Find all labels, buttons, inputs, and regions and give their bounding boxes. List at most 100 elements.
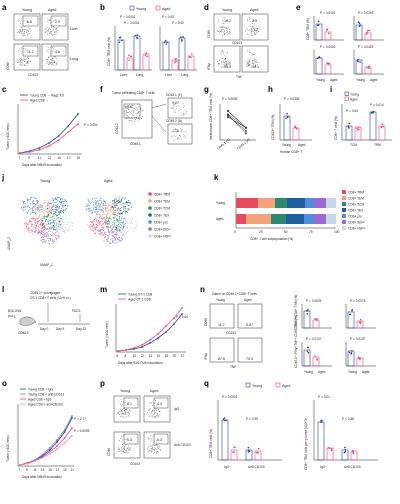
flow-dot (156, 451, 157, 453)
flow-dot (123, 434, 125, 436)
umap-dot (55, 235, 57, 237)
umap-dot (111, 230, 112, 231)
umap-dot (114, 201, 116, 203)
flow-dot (137, 107, 139, 109)
n-col-young: Young (216, 298, 225, 302)
umap-dot (47, 233, 49, 235)
umap-dot (116, 215, 118, 216)
flow-dot (48, 47, 50, 48)
umap-dot (129, 219, 131, 221)
m-line-aged-point (125, 349, 127, 351)
flow-dot (157, 445, 159, 447)
flow-dot (126, 409, 127, 410)
m-line-young-point (149, 342, 151, 344)
umap-dot (117, 221, 119, 223)
q-cat: Anti-CD103 (248, 465, 265, 469)
umap-dot (37, 208, 39, 210)
umap-dot (65, 204, 67, 206)
j-legend-label: CD8+ TRM (154, 193, 170, 197)
n-cat: Young (304, 370, 313, 374)
flow-dot (121, 448, 123, 449)
flow-dot (55, 56, 57, 58)
flow-dot (124, 452, 126, 453)
b-legend-aged: Aged (162, 7, 170, 11)
umap-dot (134, 228, 136, 230)
flow-dot (221, 51, 223, 52)
umap-dot (37, 209, 38, 211)
flow-dot (179, 135, 180, 136)
umap-dot (105, 220, 107, 222)
umap-dot (96, 197, 98, 199)
flow-dot (255, 62, 257, 64)
a-value: 11.2 (27, 50, 34, 54)
flow-dot (119, 403, 121, 405)
umap-dot (117, 218, 119, 220)
umap-dot (60, 203, 62, 205)
flow-dot (229, 32, 231, 34)
umap-dot (48, 206, 50, 207)
umap-dot (44, 206, 46, 208)
point-young (316, 57, 319, 60)
umap-dot (63, 223, 65, 225)
bar-young (369, 111, 377, 141)
flow-dot (150, 451, 152, 453)
umap-dot (59, 225, 60, 227)
flow-dot (221, 62, 223, 64)
umap-dot (98, 217, 100, 219)
flow-dot (119, 447, 120, 449)
umap-dot (34, 198, 36, 200)
flow-dot (24, 35, 26, 36)
umap-dot (108, 210, 110, 212)
umap-dot (97, 229, 98, 231)
flow-dot (223, 57, 224, 59)
flow-dot (128, 117, 130, 119)
a-value: 2.0 (55, 20, 60, 24)
umap-dot (36, 202, 38, 204)
umap-dot (89, 207, 91, 209)
point-young (344, 446, 346, 449)
umap-dot (33, 199, 35, 201)
c-lines-group (19, 113, 79, 154)
umap-dot (118, 227, 120, 229)
flow-dot (148, 414, 149, 416)
umap-dot (58, 235, 60, 236)
flow-dot (131, 113, 132, 114)
flow-dot (127, 451, 129, 453)
point-aged (330, 449, 333, 452)
umap-dot (124, 218, 126, 220)
flow-dot (225, 32, 227, 34)
umap-dot (99, 206, 101, 208)
umap-dot (106, 217, 108, 219)
umap-dot (110, 206, 112, 208)
flow-dot (155, 445, 157, 446)
umap-dot (99, 199, 101, 201)
flow-dot (138, 106, 140, 108)
flow-dot (247, 59, 249, 61)
flow-dot (155, 408, 157, 410)
umap-dot (44, 241, 46, 243)
umap-dot (100, 210, 102, 212)
flow-dot (126, 448, 128, 450)
flow-dot (154, 402, 156, 404)
o-line-point (48, 453, 51, 455)
flow-dot (159, 449, 161, 450)
umap-dot (122, 232, 124, 234)
umap-dot (36, 204, 38, 206)
flow-dot (54, 56, 56, 58)
n-cat: Young (348, 370, 357, 374)
q-pvalue: P < 0.01 (318, 395, 330, 399)
flow-dot (123, 414, 125, 415)
bar-young (221, 419, 229, 461)
flow-dot (256, 28, 258, 30)
umap-dot (64, 209, 66, 211)
flow-dot (228, 32, 230, 34)
flow-dot (221, 66, 223, 68)
bar-young (355, 59, 363, 75)
umap-dot (52, 222, 54, 224)
flow-dot (52, 52, 54, 54)
flow-dot (125, 413, 127, 414)
umap-dot (110, 241, 112, 243)
b-axes-2 (159, 26, 197, 71)
umap-dot (105, 240, 107, 242)
umap-dot (107, 229, 109, 231)
